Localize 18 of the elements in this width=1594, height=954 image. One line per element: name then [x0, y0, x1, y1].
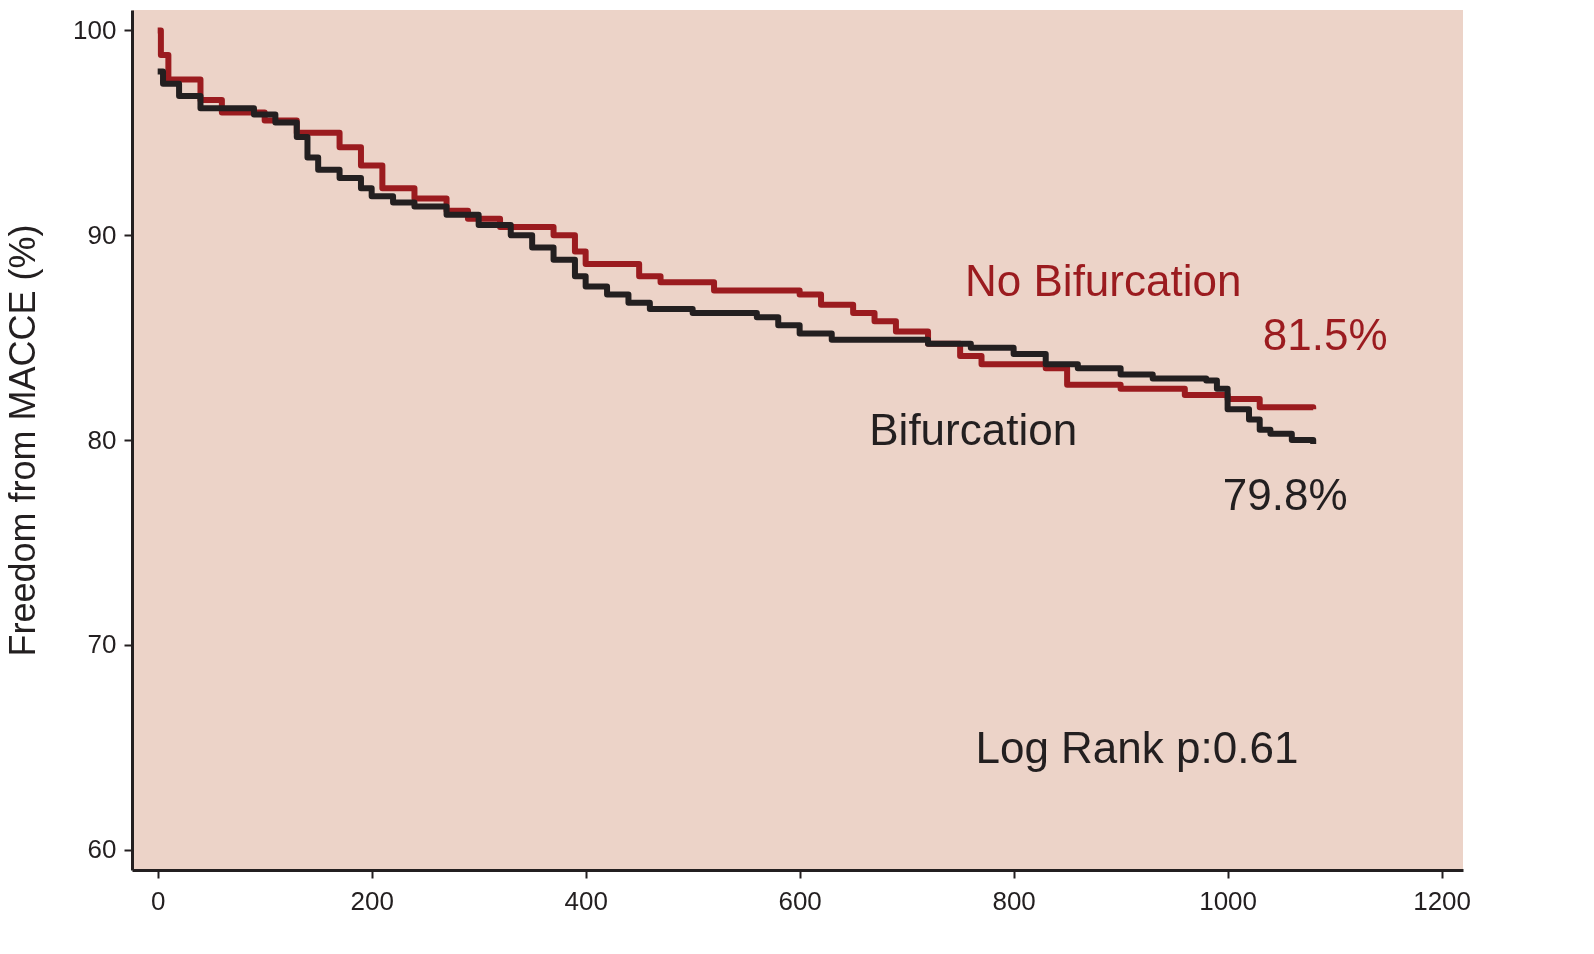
- x-tick-label: 0: [150, 885, 166, 916]
- y-tick-label: 80: [87, 424, 117, 455]
- y-tick-label: 90: [87, 219, 117, 250]
- x-tick-label: 600: [778, 885, 822, 916]
- annotation: 79.8%: [1222, 470, 1348, 520]
- x-tick-label: 200: [350, 885, 394, 916]
- x-tick-label: 400: [564, 885, 608, 916]
- annotation: Log Rank p:0.61: [975, 722, 1299, 772]
- x-tick-label: 1200: [1413, 885, 1472, 916]
- y-tick-label: 100: [73, 14, 117, 45]
- x-tick-label: 800: [992, 885, 1036, 916]
- series-label: No Bifurcation: [965, 256, 1242, 306]
- x-tick-label: 1000: [1199, 885, 1258, 916]
- y-tick-label: 70: [87, 629, 117, 660]
- y-axis-title: Freedom from MACCE (%): [2, 224, 44, 657]
- annotation: 81.5%: [1262, 310, 1388, 360]
- series-label: Bifurcation: [869, 405, 1078, 455]
- y-tick-label: 60: [87, 834, 117, 865]
